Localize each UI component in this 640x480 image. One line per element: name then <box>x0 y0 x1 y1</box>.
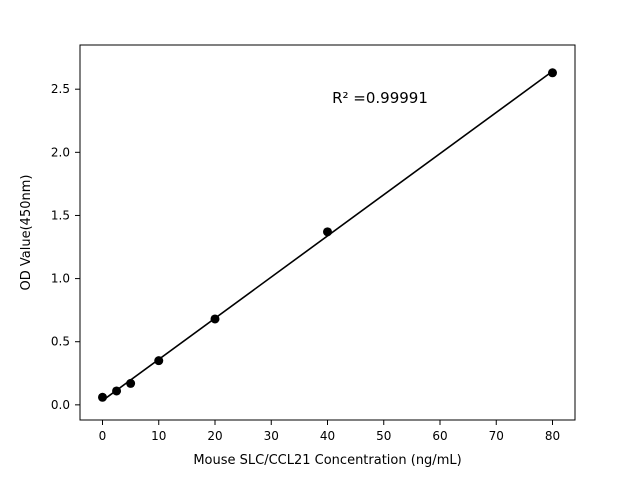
y-tick-label: 1.5 <box>51 208 70 222</box>
x-tick-label: 10 <box>151 429 166 443</box>
data-point <box>98 392 107 402</box>
y-tick-label: 0.5 <box>51 335 70 349</box>
y-tick-label: 2.0 <box>51 145 70 159</box>
r-squared-annotation: R² =0.99991 <box>332 89 428 107</box>
x-tick-label: 0 <box>99 429 107 443</box>
x-tick-label: 60 <box>432 429 447 443</box>
data-point <box>210 314 220 324</box>
x-tick-label: 80 <box>545 429 560 443</box>
data-point <box>323 227 332 237</box>
data-point <box>154 356 164 366</box>
data-point <box>126 378 136 388</box>
data-point <box>548 68 557 78</box>
x-tick-label: 30 <box>264 429 279 443</box>
y-tick-label: 0.0 <box>51 398 70 412</box>
x-tick-label: 50 <box>376 429 391 443</box>
x-tick-label: 70 <box>489 429 504 443</box>
data-point <box>112 386 122 396</box>
y-axis-label: OD Value(450nm) <box>19 175 34 291</box>
x-tick-label: 40 <box>320 429 335 443</box>
y-tick-label: 1.0 <box>51 272 70 286</box>
x-axis-label: Mouse SLC/CCL21 Concentration (ng/mL) <box>193 453 461 468</box>
x-tick-label: 20 <box>207 429 222 443</box>
y-tick-label: 2.5 <box>51 82 70 96</box>
